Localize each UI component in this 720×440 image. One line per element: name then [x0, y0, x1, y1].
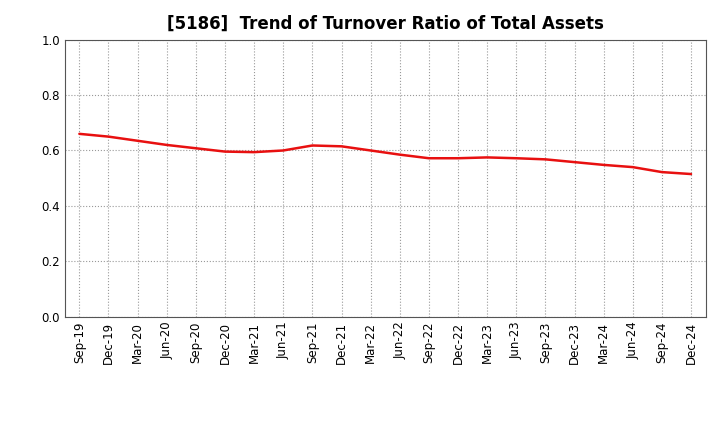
- Title: [5186]  Trend of Turnover Ratio of Total Assets: [5186] Trend of Turnover Ratio of Total …: [167, 15, 603, 33]
